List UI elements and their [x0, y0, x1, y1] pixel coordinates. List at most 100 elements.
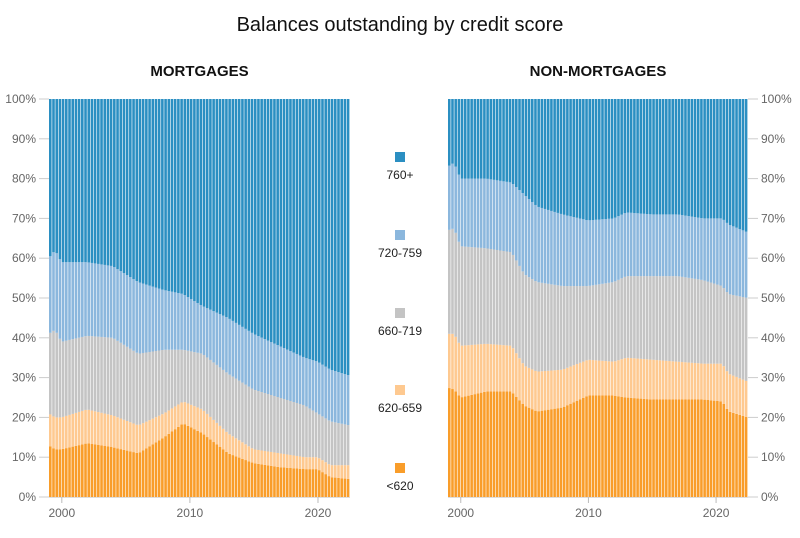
bar-segment-760-plus — [738, 99, 742, 230]
bar-segment-760-plus — [598, 99, 601, 220]
bar-segment-620-659 — [690, 362, 694, 400]
bar-segment-760-plus — [601, 99, 604, 220]
bar-segment-660-719 — [617, 279, 620, 361]
bar-segment-720-759 — [154, 287, 158, 351]
bar-segment-720-759 — [145, 284, 148, 353]
x-tick-label: 2010 — [575, 506, 602, 520]
bar-segment-720-759 — [575, 217, 579, 287]
bar-segment-760-plus — [269, 99, 273, 343]
bar-segment-660-719 — [521, 271, 524, 364]
bar-segment-below-620 — [234, 456, 238, 497]
bar-segment-below-620 — [569, 403, 572, 497]
bar-segment-760-plus — [607, 99, 611, 219]
bar-segment-620-659 — [639, 358, 643, 399]
bar-segment-below-620 — [285, 467, 289, 497]
bar-segment-below-620 — [173, 429, 177, 497]
bar-segment-760-plus — [305, 99, 308, 359]
bar-segment-720-759 — [228, 318, 231, 375]
bar-segment-660-719 — [591, 285, 595, 361]
bar-segment-760-plus — [279, 99, 283, 347]
bar-segment-below-620 — [661, 399, 665, 497]
bar-segment-620-659 — [741, 379, 745, 416]
bar-segment-660-719 — [629, 276, 633, 359]
bar-segment-720-759 — [343, 374, 347, 425]
bar-segment-720-759 — [687, 216, 690, 278]
legend-label-760-plus: 760+ — [386, 168, 414, 182]
bar-segment-720-759 — [244, 328, 247, 385]
bar-segment-760-plus — [716, 99, 719, 219]
bar-segment-620-659 — [148, 420, 151, 447]
bar-segment-620-659 — [231, 436, 235, 456]
bar-segment-760-plus — [157, 99, 161, 289]
x-tick-label: 2000 — [447, 506, 474, 520]
bar-segment-660-719 — [684, 277, 687, 363]
bar-segment-720-759 — [330, 370, 334, 422]
bar-segment-below-620 — [257, 463, 260, 497]
bar-segment-720-759 — [103, 264, 107, 338]
bar-segment-620-659 — [518, 358, 521, 401]
bar-segment-620-659 — [221, 428, 225, 450]
bar-segment-620-659 — [189, 404, 193, 428]
bar-segment-660-719 — [340, 423, 343, 466]
bar-segment-660-719 — [732, 295, 735, 376]
bar-segment-720-759 — [266, 340, 270, 395]
bar-segment-below-620 — [279, 467, 283, 497]
bar-segment-760-plus — [90, 99, 94, 263]
bar-segment-720-759 — [732, 226, 735, 296]
bar-segment-720-759 — [703, 218, 706, 281]
bar-segment-720-759 — [109, 265, 113, 338]
bar-segment-760-plus — [703, 99, 706, 219]
bar-segment-below-620 — [645, 399, 649, 497]
bar-segment-660-719 — [186, 350, 190, 404]
bar-segment-620-659 — [116, 417, 119, 449]
bar-segment-760-plus — [241, 99, 244, 327]
bar-segment-below-620 — [135, 452, 139, 497]
bar-segment-660-719 — [253, 390, 257, 450]
bar-segment-620-659 — [164, 412, 167, 437]
bar-segment-660-719 — [269, 395, 273, 452]
bar-segment-720-759 — [68, 262, 71, 340]
bar-segment-760-plus — [537, 99, 540, 207]
bar-segment-660-719 — [151, 351, 155, 419]
bar-segment-below-620 — [530, 409, 534, 497]
bar-segment-660-719 — [333, 422, 337, 466]
bar-segment-below-620 — [308, 469, 311, 497]
bar-segment-620-659 — [499, 344, 502, 392]
bar-segment-below-620 — [677, 399, 681, 497]
bar-segment-720-759 — [151, 286, 155, 352]
bar-segment-760-plus — [257, 99, 260, 337]
bar-segment-below-620 — [508, 391, 512, 497]
bar-segment-760-plus — [562, 99, 566, 215]
bar-segment-760-plus — [61, 99, 65, 263]
bar-segment-620-659 — [228, 434, 231, 454]
bar-segment-620-659 — [562, 369, 566, 407]
bar-segment-below-620 — [489, 391, 493, 497]
bar-segment-720-759 — [470, 178, 473, 248]
bar-segment-760-plus — [690, 99, 694, 217]
bar-segment-760-plus — [582, 99, 585, 220]
bar-segment-760-plus — [314, 99, 318, 362]
bar-segment-760-plus — [247, 99, 251, 331]
bar-segment-760-plus — [180, 99, 183, 294]
bar-segment-620-659 — [308, 457, 311, 470]
bar-segment-760-plus — [642, 99, 646, 214]
bar-segment-below-620 — [295, 468, 299, 497]
bar-segment-760-plus — [317, 99, 321, 363]
bar-segment-620-659 — [744, 380, 748, 417]
bar-segment-below-620 — [738, 414, 742, 497]
y-tick-label: 90% — [761, 132, 785, 146]
bar-segment-760-plus — [209, 99, 212, 310]
y-tick-label: 0% — [761, 490, 779, 504]
legend-label-720-759: 720-759 — [377, 246, 423, 260]
bar-segment-below-620 — [617, 396, 620, 497]
bar-segment-620-659 — [483, 343, 486, 392]
bar-segment-620-659 — [68, 414, 71, 448]
bar-segment-below-620 — [58, 449, 62, 497]
bar-segment-below-620 — [495, 391, 499, 497]
bar-segment-720-759 — [709, 218, 713, 283]
bar-segment-660-719 — [71, 339, 75, 414]
bar-segment-720-759 — [636, 213, 639, 277]
legend-item-720-759: 720-759 — [370, 230, 430, 260]
bar-segment-below-620 — [317, 470, 321, 497]
bar-segment-760-plus — [273, 99, 276, 344]
